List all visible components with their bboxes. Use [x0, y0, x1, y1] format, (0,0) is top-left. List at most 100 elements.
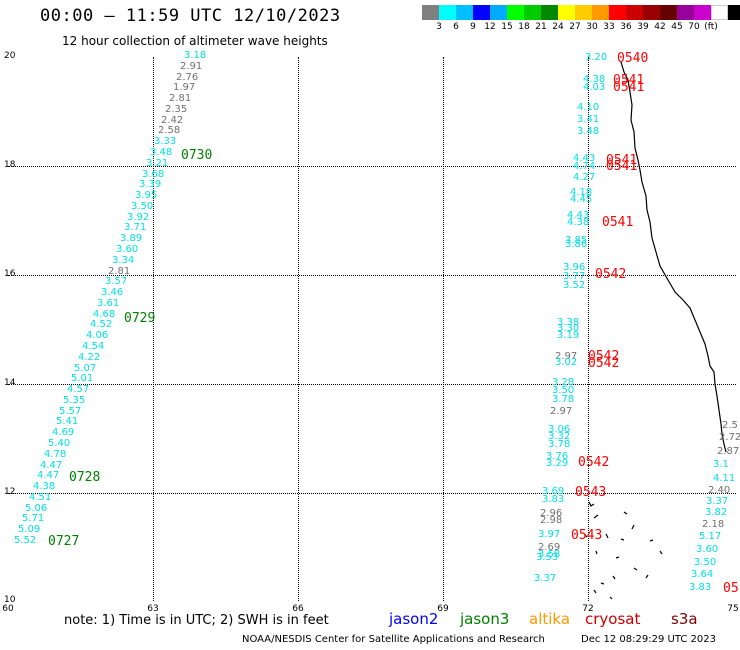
wave-height-value: 5.71 [22, 513, 45, 524]
wave-height-value: 4.47 [40, 460, 63, 471]
colorbar-tick: 42 [654, 22, 666, 32]
wave-height-value: 3.20 [585, 52, 608, 63]
wave-height-value: 5.52 [14, 535, 37, 546]
colorbar-swatch [728, 5, 740, 20]
wave-height-value: 3.46 [101, 287, 124, 298]
wave-height-value: 2.96 [540, 508, 563, 519]
wave-height-value: 2.81 [108, 266, 131, 277]
track-time-label: 0728 [69, 470, 101, 485]
colorbar-tick: 15 [501, 22, 513, 32]
colorbar-swatch [694, 5, 711, 20]
wave-height-value: 3.28 [552, 377, 575, 388]
wave-height-value: 3.78 [552, 394, 575, 405]
wave-height-value: 3.64 [691, 569, 714, 580]
track-time-label: 0542 [588, 349, 620, 364]
wave-height-value: 3.38 [557, 317, 580, 328]
wave-height-value: 3.86 [565, 239, 588, 250]
wave-height-value: 3.58 [538, 549, 561, 560]
wave-height-value: 2.72 [719, 432, 740, 443]
wave-height-value: 4.18 [570, 187, 593, 198]
wave-height-colorbar: 3 6 9 12 15 18 21 24 27 30 33 36 39 42 45 70 (ft) [422, 5, 740, 33]
track-time-label: 0542 [578, 455, 610, 470]
track-time-label: 0541 [602, 215, 634, 230]
satellite-legend-jason2: jason2 [389, 610, 439, 628]
wave-height-value: 2.40 [708, 485, 731, 496]
wave-height-value: 4.78 [44, 449, 67, 460]
colorbar-swatch [660, 5, 677, 20]
gridline-vertical [153, 57, 154, 601]
wave-height-value: 4.38 [583, 74, 606, 85]
wave-height-value: 3.02 [555, 357, 578, 368]
x-axis-label: 60 [2, 604, 14, 614]
wave-height-value: 3.77 [563, 271, 586, 282]
wave-height-value: 3.71 [124, 222, 147, 233]
wave-height-value: 3.34 [112, 255, 135, 266]
gridline-horizontal [8, 384, 736, 385]
wave-height-value: 3.97 [538, 529, 561, 540]
colorbar-tick: 36 [620, 22, 632, 32]
wave-height-value: 2.5 [722, 420, 738, 431]
wave-height-value: 5.57 [59, 406, 82, 417]
colorbar-tick: 12 [484, 22, 496, 32]
track-time-label: 0727 [48, 534, 80, 549]
timestamp-text: Dec 12 08:29:29 UTC 2023 [581, 634, 716, 645]
wave-height-value: 3.50 [694, 557, 717, 568]
y-axis-label: 12 [4, 487, 16, 497]
colorbar-swatch [711, 5, 728, 20]
wave-height-value: 3.41 [577, 114, 600, 125]
colorbar-tick: 33 [603, 22, 615, 32]
wave-height-value: 2.58 [158, 125, 181, 136]
colorbar-swatch [422, 5, 439, 20]
track-time-label: 0541 [606, 159, 638, 174]
page-title: 00:00 – 11:59 UTC 12/10/2023 [40, 6, 341, 26]
wave-height-value: 5.41 [56, 416, 79, 427]
x-axis-label: 75 [727, 604, 739, 614]
colorbar-tick: 18 [518, 22, 530, 32]
map-plot-area [8, 57, 736, 601]
wave-height-value: 3.95 [135, 190, 158, 201]
wave-height-value: 3.89 [120, 233, 143, 244]
colorbar-tick: 39 [637, 22, 649, 32]
wave-height-value: 2.87 [717, 446, 740, 457]
wave-height-value: 4.06 [86, 330, 109, 341]
wave-height-value: 3.29 [546, 458, 569, 469]
wave-height-value: 3.30 [557, 323, 580, 334]
colorbar-swatch [473, 5, 490, 20]
colorbar-tick: 27 [569, 22, 581, 32]
wave-height-value: 5.06 [25, 503, 48, 514]
track-time-label: 0540 [617, 51, 649, 66]
wave-height-value: 3.50 [552, 385, 575, 396]
track-time-label: 0542 [595, 267, 627, 282]
wave-height-value: 4.03 [583, 82, 606, 93]
wave-height-value: 5.17 [699, 531, 722, 542]
colorbar-swatch [507, 5, 524, 20]
colorbar-swatch [592, 5, 609, 20]
page-subtitle: 12 hour collection of altimeter wave hei… [62, 34, 328, 48]
wave-height-value: 5.09 [18, 524, 41, 535]
wave-height-value: 4.10 [577, 102, 600, 113]
wave-height-value: 4.27 [573, 172, 596, 183]
track-time-label: 05 [723, 581, 739, 596]
wave-height-value: 3.37 [706, 496, 729, 507]
wave-height-value: 3.48 [150, 147, 173, 158]
colorbar-swatch [626, 5, 643, 20]
wave-height-value: 3.60 [696, 544, 719, 555]
wave-height-value: 3.96 [563, 262, 586, 273]
y-axis-label: 16 [4, 269, 16, 279]
colorbar-swatch [677, 5, 694, 20]
credit-text: NOAA/NESDIS Center for Satellite Applica… [242, 634, 545, 645]
colorbar-tick: 3 [436, 22, 442, 32]
wave-height-value: 3.53 [536, 552, 559, 563]
wave-height-value: 4.47 [37, 470, 60, 481]
satellite-legend-altika: altika [529, 610, 571, 628]
colorbar-swatch [439, 5, 456, 20]
x-axis-label: 63 [147, 604, 159, 614]
wave-height-value: 2.91 [180, 61, 203, 72]
colorbar-tick: 30 [586, 22, 598, 32]
wave-height-value: 3.06 [548, 424, 571, 435]
colorbar-swatch [643, 5, 660, 20]
wave-height-value: 3.32 [548, 431, 571, 442]
y-axis-label: 14 [4, 378, 16, 388]
x-axis-label: 69 [437, 604, 449, 614]
gridline-vertical [588, 57, 589, 601]
